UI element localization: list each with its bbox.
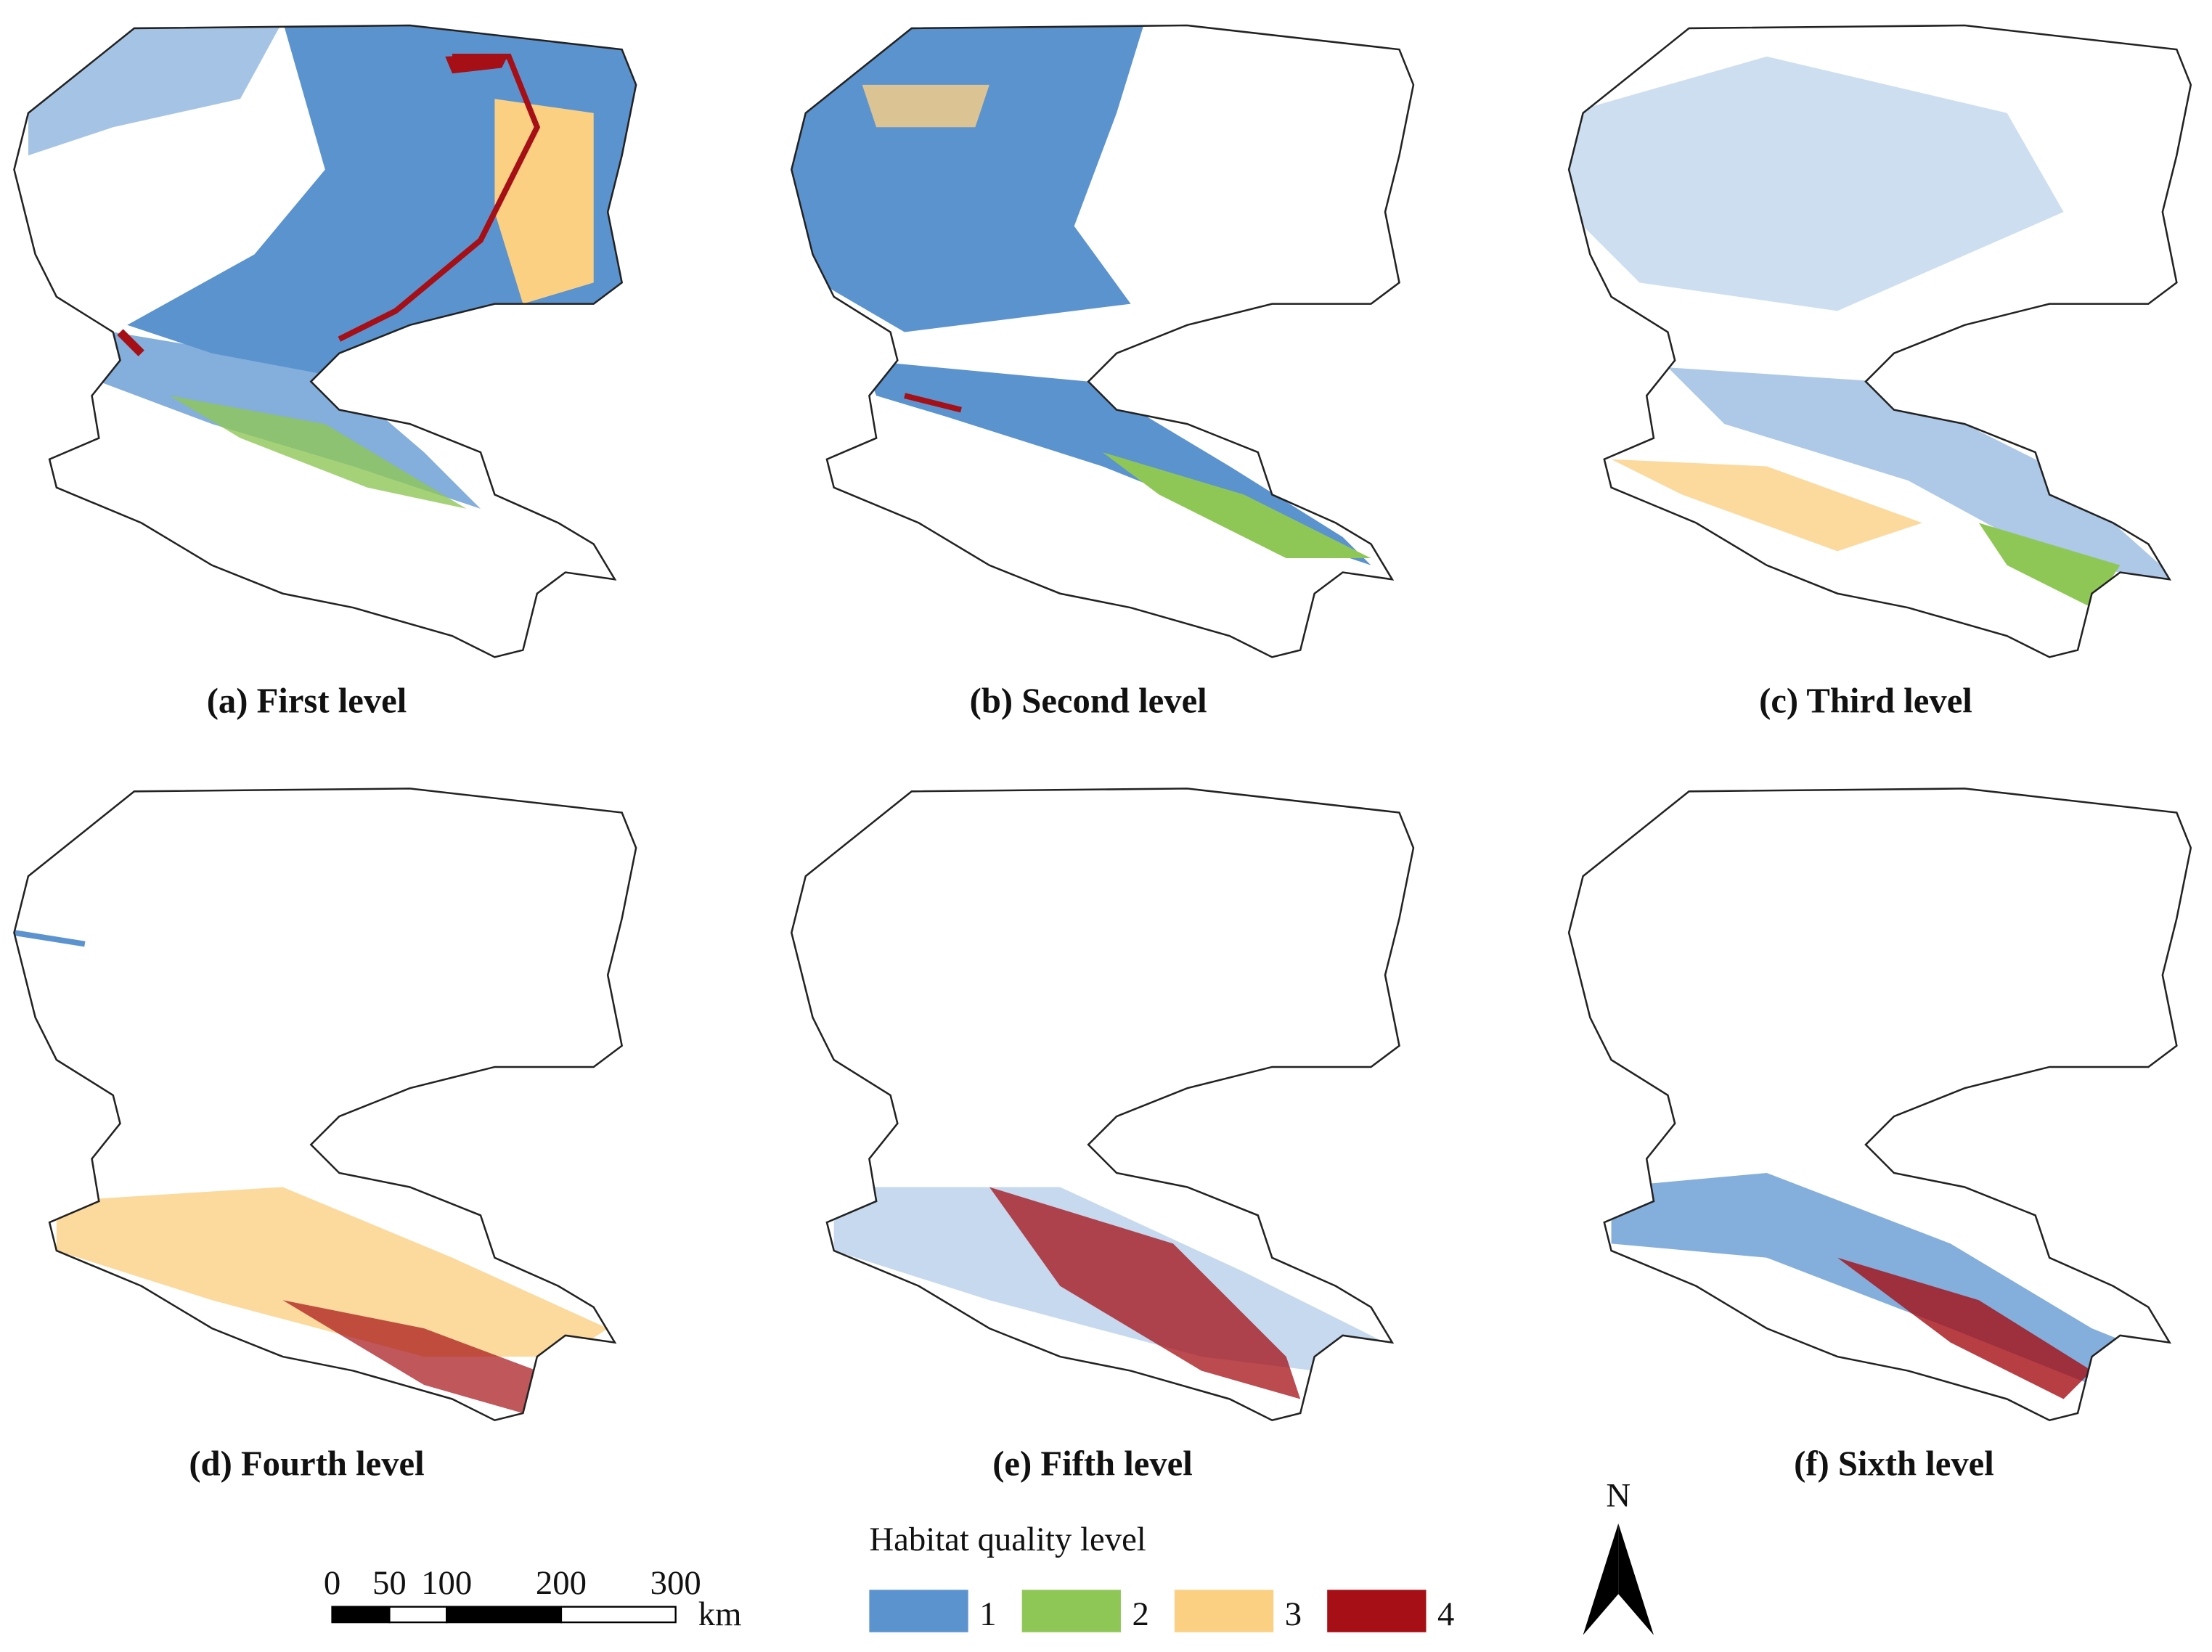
legend-title: Habitat quality level — [869, 1521, 1146, 1558]
scale-unit: km — [698, 1595, 742, 1633]
legend-label: 3 — [1285, 1595, 1302, 1633]
scale-tick-label: 300 — [650, 1564, 701, 1602]
legend-swatch — [869, 1590, 968, 1632]
legend-swatch — [1327, 1590, 1427, 1632]
scale-tick-label: 100 — [421, 1564, 472, 1602]
scale-segment — [388, 1606, 448, 1624]
legend-label: 4 — [1437, 1595, 1454, 1633]
map-panel — [791, 788, 1415, 1421]
legend-swatch — [1174, 1590, 1274, 1632]
north-label: N — [1606, 1476, 1631, 1514]
legend-label: 1 — [979, 1595, 996, 1633]
map-panel — [13, 24, 637, 658]
panel-label: (e) Fifth level — [992, 1444, 1193, 1484]
scale-segment — [560, 1606, 677, 1624]
scale-segment — [446, 1606, 563, 1624]
scale-tick-label: 200 — [536, 1564, 587, 1602]
scale-bar: 0 50 100 200 300 — [324, 1564, 701, 1624]
map-panel — [1567, 24, 2192, 658]
map-panel — [791, 24, 1415, 658]
scale-tick-label: 0 — [324, 1564, 340, 1602]
legend-label: 2 — [1132, 1595, 1149, 1633]
north-arrow — [1583, 1523, 1619, 1635]
map-panel — [13, 788, 637, 1421]
panel-label: (c) Third level — [1759, 681, 1972, 720]
north-arrow — [1618, 1523, 1654, 1635]
panel-label: (f) Sixth level — [1794, 1444, 1994, 1484]
legend-swatch — [1021, 1590, 1121, 1632]
scale-tick-label: 50 — [372, 1564, 407, 1602]
panel-label: (d) Fourth level — [189, 1444, 424, 1484]
panel-label: (b) Second level — [970, 681, 1207, 720]
panel-label: (a) First level — [207, 681, 407, 720]
map-panel — [1567, 788, 2192, 1421]
scale-segment — [331, 1606, 391, 1624]
legend: 1 2 3 4 — [869, 1590, 1454, 1633]
